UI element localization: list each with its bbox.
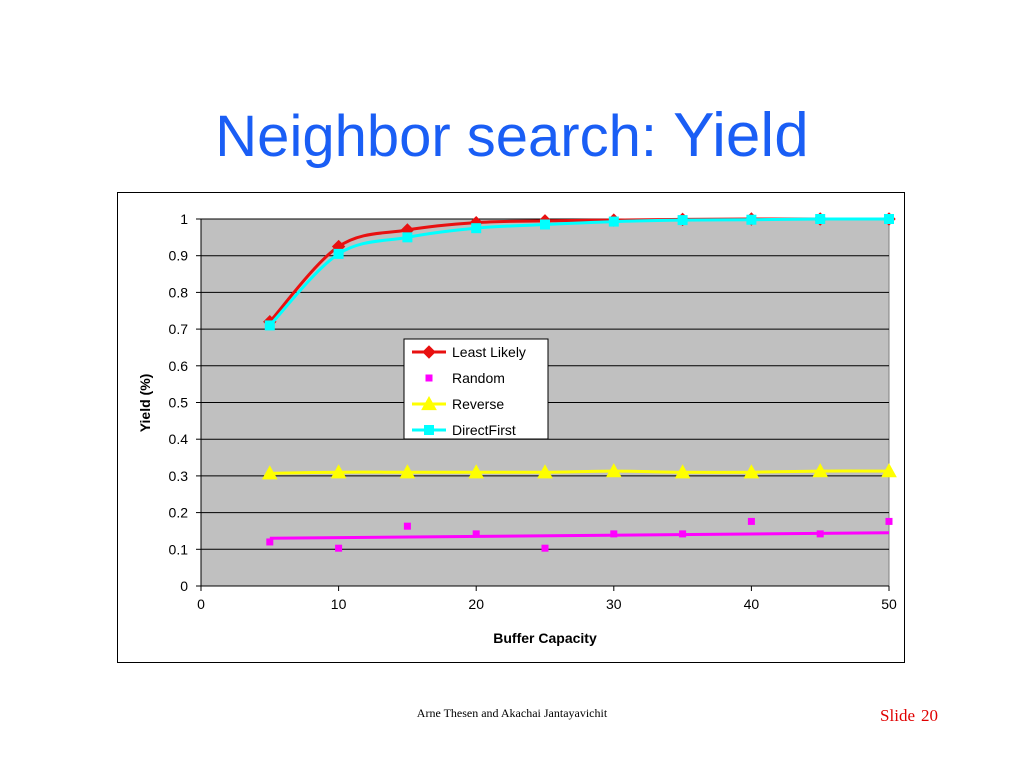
y-tick-label: 0.7: [169, 321, 189, 337]
data-point: [537, 464, 553, 479]
data-point: [885, 517, 893, 525]
x-tick-label: 40: [744, 596, 760, 612]
legend-marker: [425, 374, 433, 382]
data-point: [816, 530, 824, 538]
y-tick-label: 0.2: [169, 505, 189, 521]
data-point: [610, 530, 618, 538]
trendline: [269, 531, 890, 540]
data-point: [333, 248, 344, 259]
y-tick-label: 0: [180, 578, 188, 594]
y-axis-label: Yield (%): [137, 374, 153, 433]
legend-marker: [424, 425, 434, 435]
data-point: [471, 223, 482, 234]
data-point: [266, 538, 274, 546]
y-tick-label: 0.8: [169, 284, 189, 300]
x-axis-label: Buffer Capacity: [493, 630, 597, 646]
footer-authors: Arne Thesen and Akachai Jantayavichit: [416, 706, 608, 720]
data-point: [402, 232, 413, 243]
x-tick-label: 10: [331, 596, 347, 612]
y-tick-label: 0.1: [169, 541, 189, 557]
data-point: [884, 214, 894, 224]
y-tick-label: 0.9: [169, 248, 189, 264]
series-line: [268, 217, 890, 327]
data-point: [743, 464, 760, 479]
y-tick-label: 0.6: [169, 358, 189, 374]
data-point: [403, 522, 411, 530]
legend-entry: DirectFirst: [412, 422, 516, 438]
legend-entry: Random: [425, 370, 505, 386]
slide-label: Slide: [880, 706, 915, 725]
data-point: [608, 216, 619, 227]
slide-title: Neighbor search: Yield: [0, 96, 1024, 177]
data-point: [881, 463, 897, 478]
series-line: [269, 469, 890, 475]
series-directfirst: [264, 214, 894, 331]
y-tick-label: 1: [180, 211, 188, 227]
data-point: [468, 464, 485, 479]
legend-marker: [421, 395, 437, 411]
data-point: [747, 517, 755, 525]
legend-label: DirectFirst: [452, 422, 516, 438]
data-point: [679, 530, 687, 538]
data-point: [541, 544, 549, 552]
data-point: [746, 214, 757, 225]
y-tick-label: 0.5: [169, 395, 189, 411]
x-tick-label: 30: [606, 596, 622, 612]
slide-number-value: 20: [921, 706, 938, 725]
legend-label: Random: [452, 370, 505, 386]
x-tick-label: 0: [197, 596, 205, 612]
data-point: [330, 464, 347, 479]
slide-number: Slide 20: [880, 706, 938, 726]
data-point: [261, 465, 278, 480]
data-point: [264, 320, 275, 331]
data-point: [815, 214, 826, 224]
x-tick-label: 20: [468, 596, 484, 612]
y-tick-label: 0.4: [169, 431, 189, 447]
legend-entry: Least Likely: [412, 344, 526, 360]
series-reverse: [261, 463, 897, 480]
legend-entry: Reverse: [412, 395, 504, 412]
x-tick-label: 50: [881, 596, 897, 612]
data-point: [812, 463, 829, 478]
series-random: [266, 517, 893, 552]
data-point: [540, 219, 550, 230]
data-point: [674, 464, 691, 479]
title-emphasis: Yield: [673, 101, 809, 170]
data-point: [472, 530, 480, 538]
legend-label: Reverse: [452, 396, 504, 412]
data-point: [399, 464, 416, 479]
title-main: Neighbor search:: [215, 104, 674, 169]
data-point: [605, 463, 622, 478]
y-tick-label: 0.3: [169, 468, 189, 484]
legend-label: Least Likely: [452, 344, 526, 360]
legend-marker: [422, 345, 436, 359]
data-point: [335, 544, 343, 552]
data-point: [677, 215, 688, 226]
